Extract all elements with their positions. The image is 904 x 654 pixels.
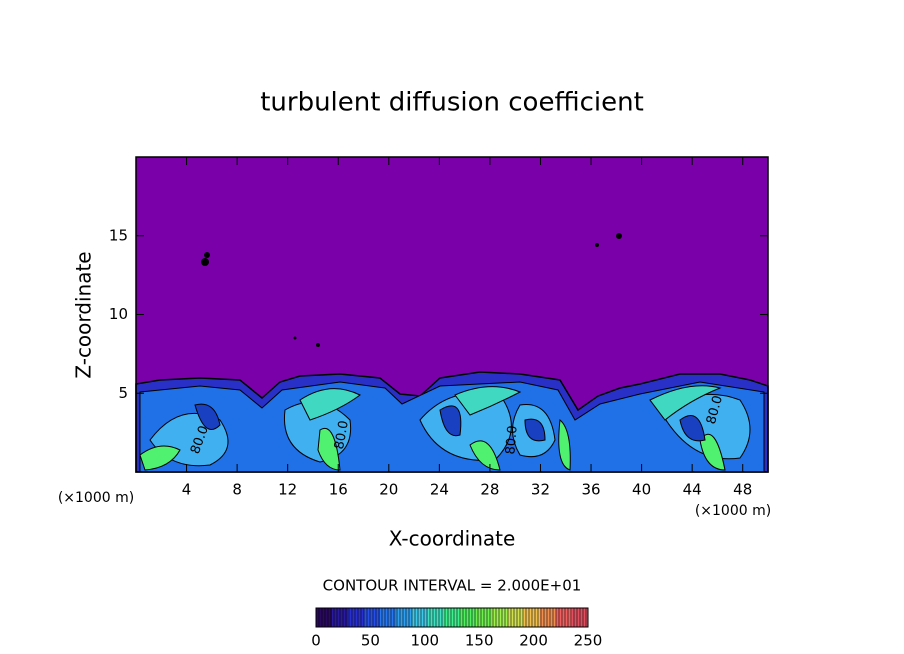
colorbar-tick-label: 200 xyxy=(519,632,548,650)
colorbar-swatch xyxy=(412,608,429,627)
x-tick-label: 4 xyxy=(182,481,192,499)
field-patch xyxy=(679,415,706,442)
field-speck xyxy=(204,252,210,258)
field-patch xyxy=(139,445,181,471)
y-scale-label: (×1000 m) xyxy=(58,490,134,506)
x-tick-label: 16 xyxy=(329,481,348,499)
x-scale-label: (×1000 m) xyxy=(695,503,771,519)
colorbar-swatch xyxy=(460,608,477,627)
field-speck xyxy=(201,258,209,266)
y-axis-label: Z-coordinate xyxy=(72,251,96,378)
colorbar-swatch xyxy=(316,608,333,627)
colorbar-tick-label: 150 xyxy=(465,632,494,650)
contour-label: 80.0 xyxy=(332,419,352,450)
y-tick-label: 15 xyxy=(109,226,128,244)
field-patch xyxy=(524,418,546,442)
colorbar-swatch xyxy=(396,608,413,627)
x-tick-label: 28 xyxy=(480,481,499,499)
field-speck xyxy=(595,243,599,247)
field-patch xyxy=(558,419,571,471)
colorbar-swatch xyxy=(364,608,381,627)
field-patch xyxy=(699,433,726,471)
colorbar-tick-label: 50 xyxy=(361,632,380,650)
y-tick-label: 5 xyxy=(118,384,128,402)
x-tick-label: 12 xyxy=(278,481,297,499)
field-patch xyxy=(649,385,722,421)
colorbar-frame xyxy=(315,607,589,628)
colorbar-title: CONTOUR INTERVAL = 2.000E+01 xyxy=(323,577,582,595)
field-patch xyxy=(469,440,501,471)
field-patch xyxy=(194,403,221,430)
colorbar-swatch xyxy=(492,608,509,627)
y-tick-label: 10 xyxy=(109,305,128,323)
field-speck xyxy=(616,233,622,239)
colorbar-swatch xyxy=(556,608,573,627)
field-speck xyxy=(316,343,320,347)
contour-label: 80.0 xyxy=(503,425,520,455)
x-tick-label: 36 xyxy=(581,481,600,499)
x-tick-label: 48 xyxy=(733,481,752,499)
x-axis-label: X-coordinate xyxy=(389,527,516,551)
colorbar-swatch xyxy=(540,608,557,627)
colorbar-tick-label: 0 xyxy=(311,632,321,650)
colorbar-tick-label: 250 xyxy=(574,632,603,650)
field-patch xyxy=(299,388,361,421)
chart-title: turbulent diffusion coefficient xyxy=(260,88,644,118)
contour-label: 80.0 xyxy=(704,394,726,426)
x-tick-label: 24 xyxy=(430,481,449,499)
x-tick-label: 32 xyxy=(531,481,550,499)
field-patch xyxy=(454,386,522,416)
x-tick-label: 20 xyxy=(379,481,398,499)
x-tick-label: 40 xyxy=(632,481,651,499)
colorbar-tick-label: 100 xyxy=(410,632,439,650)
field-speck xyxy=(293,336,297,340)
x-tick-label: 44 xyxy=(683,481,702,499)
field-patch xyxy=(317,427,341,471)
colorbar-swatch xyxy=(348,608,365,627)
field-patch xyxy=(439,405,462,437)
x-tick-label: 8 xyxy=(232,481,242,499)
colorbar-swatch xyxy=(508,608,525,627)
colorbar-swatch xyxy=(444,608,461,627)
